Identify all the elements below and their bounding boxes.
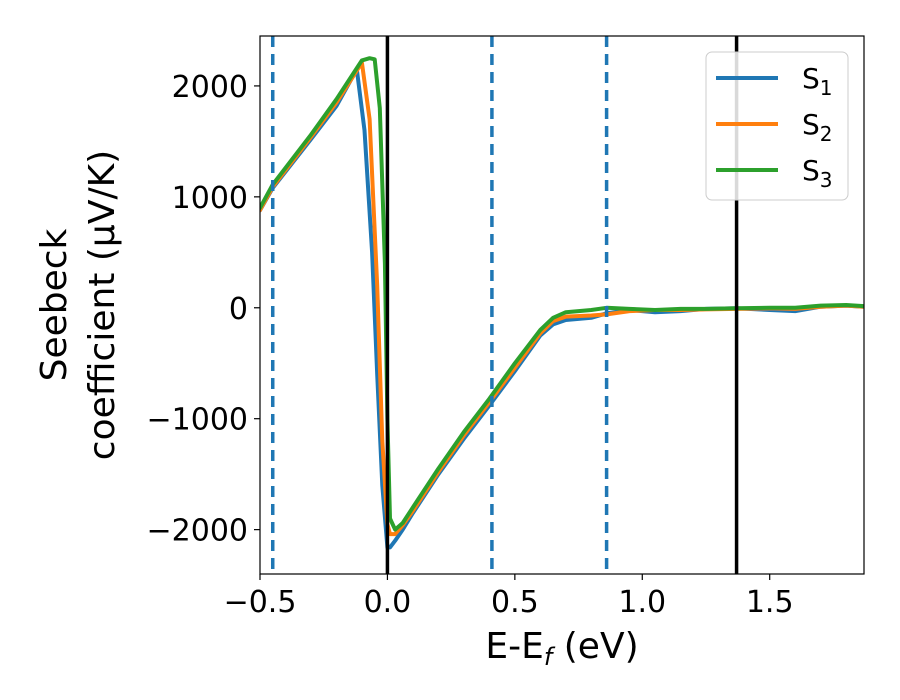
y-tick-label: 2000 [172, 70, 248, 105]
series-layer [260, 56, 864, 550]
y-axis-ticks: −2000 −1000 0 1000 2000 [147, 70, 260, 549]
legend-label-s1: S1 [802, 62, 833, 100]
legend-entries: S1 S2 S3 [716, 62, 833, 192]
y-axis-title-line1: Seebeck [34, 228, 75, 381]
x-tick-label: 1.0 [618, 585, 666, 620]
x-tick-label: 0.0 [364, 585, 412, 620]
legend-label-s2: S2 [802, 108, 833, 146]
x-axis-title-main: E-E [485, 626, 543, 667]
plot-frame [259, 35, 865, 575]
vline-layer [270, 36, 739, 574]
x-axis-ticks: −0.5 0.0 0.5 1.0 1.5 [224, 574, 794, 620]
legend-label-s3: S3 [802, 154, 833, 192]
x-axis-title-units: (eV) [552, 626, 638, 667]
y-tick-label: −1000 [147, 403, 248, 438]
legend: S1 S2 S3 [705, 51, 849, 201]
plot-area [259, 35, 865, 575]
x-axis-title: E-Ef (eV) [485, 626, 638, 671]
x-tick-label: −0.5 [224, 585, 297, 620]
x-tick-label: 0.5 [491, 585, 539, 620]
y-axis-title: Seebeck coefficient (μV/K) [34, 150, 123, 460]
y-tick-label: 1000 [172, 181, 248, 216]
y-axis-title-line2: coefficient (μV/K) [82, 150, 123, 460]
x-tick-label: 1.5 [746, 585, 794, 620]
series-line-s3 [260, 56, 864, 532]
y-tick-label: −2000 [147, 514, 248, 549]
y-tick-label: 0 [229, 292, 248, 327]
